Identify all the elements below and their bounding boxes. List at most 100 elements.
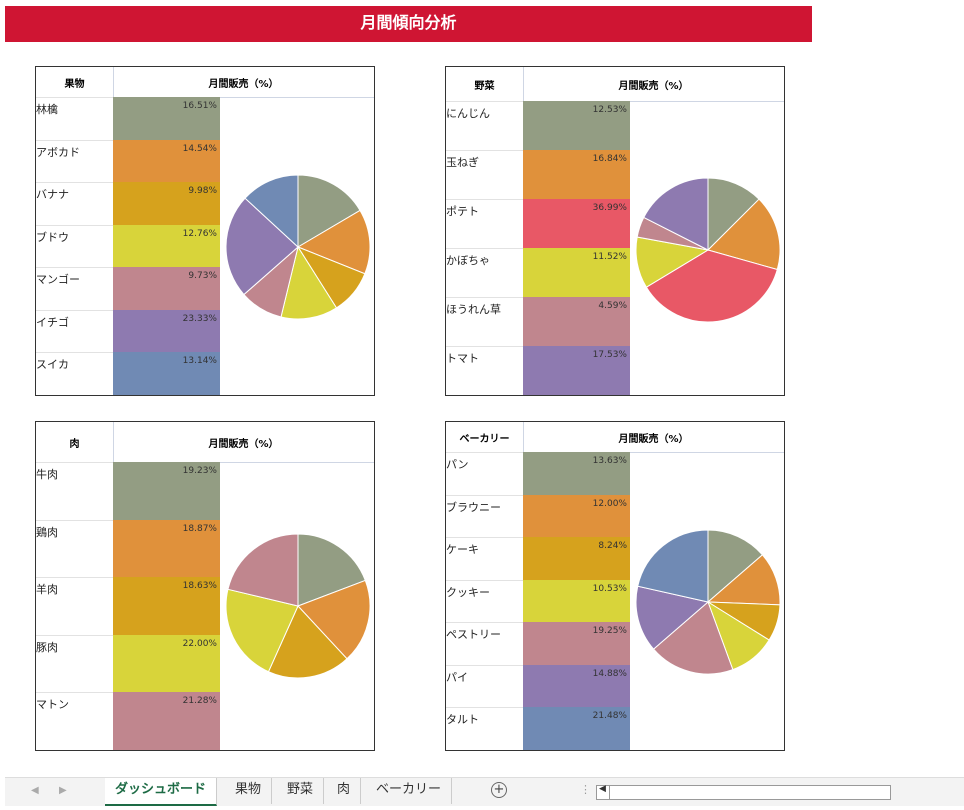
pie-slice bbox=[637, 529, 709, 603]
item-name: 牛肉 bbox=[36, 462, 113, 520]
sheet-tab[interactable]: ベーカリー bbox=[366, 778, 453, 804]
table-row: アボカド 14.54% bbox=[36, 139, 221, 183]
value-cell: 19.23% bbox=[113, 462, 220, 520]
pie-slice bbox=[267, 605, 348, 679]
item-name: タルト bbox=[446, 707, 523, 750]
table-row: ポテト 36.99% bbox=[446, 199, 631, 248]
value-cell: 18.63% bbox=[113, 577, 220, 635]
horizontal-scrollbar[interactable]: ◀ bbox=[596, 784, 891, 800]
table-row: ほうれん草 4.59% bbox=[446, 297, 631, 346]
scroll-tabs-left-icon[interactable]: ◀ bbox=[31, 785, 39, 796]
sheet-tab[interactable]: 果物 bbox=[225, 778, 273, 804]
pie-chart bbox=[635, 177, 781, 323]
value-cell: 14.88% bbox=[523, 664, 630, 708]
table-row: トマト 17.53% bbox=[446, 346, 631, 395]
table-row: タルト 21.48% bbox=[446, 707, 631, 750]
table-row: ペストリー 19.25% bbox=[446, 622, 631, 665]
item-name: ブラウニー bbox=[446, 494, 523, 538]
pie-chart bbox=[635, 529, 781, 675]
item-name: クッキー bbox=[446, 579, 523, 623]
table-row: ブラウニー 12.00% bbox=[446, 494, 631, 538]
category-panel-2: 肉 月間販売（%） 牛肉 19.23% 鶏肉 18.87% 羊肉 18.63% 豚肉 22.00%… bbox=[35, 421, 375, 751]
value-header: 月間販売（%） bbox=[208, 438, 279, 450]
value-cell: 13.63% bbox=[523, 452, 630, 495]
pie-slice bbox=[296, 209, 371, 275]
value-cell: 12.53% bbox=[523, 101, 630, 150]
value-cell: 9.73% bbox=[113, 267, 220, 310]
table-row: マンゴー 9.73% bbox=[36, 267, 221, 310]
item-name: かぼちゃ bbox=[446, 248, 523, 297]
pie-slice bbox=[643, 177, 709, 251]
table-row: 鶏肉 18.87% bbox=[36, 519, 221, 578]
item-name: ポテト bbox=[446, 199, 523, 248]
table-row: 豚肉 22.00% bbox=[36, 634, 221, 693]
tab-splitter-handle[interactable]: ⋮ bbox=[580, 783, 591, 796]
table-row: パイ 14.88% bbox=[446, 664, 631, 708]
pie-slice bbox=[225, 588, 299, 673]
panel-header: 野菜 月間販売（%） bbox=[446, 67, 784, 102]
table-row: 羊肉 18.63% bbox=[36, 577, 221, 635]
add-sheet-icon[interactable]: + bbox=[491, 782, 507, 798]
table-row: クッキー 10.53% bbox=[446, 579, 631, 623]
item-name: にんじん bbox=[446, 101, 523, 150]
value-cell: 36.99% bbox=[523, 199, 630, 248]
item-name: パン bbox=[446, 452, 523, 495]
pie-slice bbox=[707, 529, 764, 604]
item-name: スイカ bbox=[36, 352, 113, 395]
pie-slice bbox=[225, 197, 299, 296]
value-cell: 10.53% bbox=[523, 579, 630, 623]
value-cell: 13.14% bbox=[113, 352, 220, 395]
value-cell: 11.52% bbox=[523, 248, 630, 297]
pie-slice bbox=[707, 198, 781, 271]
value-cell: 21.48% bbox=[523, 707, 630, 750]
table-row: 玉ねぎ 16.84% bbox=[446, 150, 631, 199]
item-name: トマト bbox=[446, 346, 523, 395]
value-cell: 14.54% bbox=[113, 139, 220, 183]
value-cell: 22.00% bbox=[113, 634, 220, 693]
panel-header: ベーカリー 月間販売（%） bbox=[446, 422, 784, 453]
value-cell: 17.53% bbox=[523, 346, 630, 395]
value-cell: 21.28% bbox=[113, 692, 220, 750]
category-panel-1: 野菜 月間販売（%） にんじん 12.53% 玉ねぎ 16.84% ポテト 36.99% かぼち… bbox=[445, 66, 785, 396]
table-row: バナナ 9.98% bbox=[36, 182, 221, 225]
pie-slice bbox=[297, 533, 366, 607]
table-row: パン 13.63% bbox=[446, 452, 631, 495]
table-row: マトン 21.28% bbox=[36, 692, 221, 750]
item-name: 林檎 bbox=[36, 97, 113, 140]
scroll-left-icon[interactable]: ◀ bbox=[599, 784, 606, 794]
panel-header: 果物 月間販売（%） bbox=[36, 67, 374, 98]
pie-slice bbox=[707, 177, 760, 252]
pie-slice bbox=[297, 174, 361, 248]
value-cell: 12.76% bbox=[113, 224, 220, 268]
value-cell: 23.33% bbox=[113, 309, 220, 353]
value-header: 月間販売（%） bbox=[618, 433, 689, 445]
table-row: 林檎 16.51% bbox=[36, 97, 221, 140]
category-header: 果物 bbox=[36, 67, 114, 97]
item-name: 羊肉 bbox=[36, 577, 113, 635]
pie-chart bbox=[225, 533, 371, 679]
category-panel-0: 果物 月間販売（%） 林檎 16.51% アボカド 14.54% バナナ 9.98% ブドウ 12… bbox=[35, 66, 375, 396]
sheet-tab[interactable]: ダッシュボード bbox=[105, 778, 218, 806]
value-cell: 9.98% bbox=[113, 182, 220, 225]
dashboard-title: 月間傾向分析 bbox=[5, 6, 812, 42]
item-name: ほうれん草 bbox=[446, 297, 523, 346]
pie-chart bbox=[225, 174, 371, 320]
scroll-tabs-right-icon[interactable]: ▶ bbox=[59, 785, 67, 796]
value-cell: 18.87% bbox=[113, 519, 220, 578]
item-name: 玉ねぎ bbox=[446, 150, 523, 199]
item-name: ペストリー bbox=[446, 622, 523, 665]
sheet-tab-bar: ◀ ▶ ダッシュボード 果物 野菜肉ベーカリー + ⋮ ◀ bbox=[5, 777, 964, 806]
sheet-tab[interactable]: 肉 bbox=[327, 778, 362, 804]
table-row: スイカ 13.14% bbox=[36, 352, 221, 395]
category-header: 肉 bbox=[36, 422, 114, 462]
item-name: バナナ bbox=[36, 182, 113, 225]
pie-slice bbox=[227, 533, 299, 607]
pie-slice bbox=[244, 174, 299, 249]
value-cell: 16.84% bbox=[523, 150, 630, 199]
item-name: ブドウ bbox=[36, 224, 113, 268]
sheet-tab[interactable]: 野菜 bbox=[277, 778, 325, 804]
item-name: イチゴ bbox=[36, 309, 113, 353]
panel-header: 肉 月間販売（%） bbox=[36, 422, 374, 463]
item-name: パイ bbox=[446, 664, 523, 708]
category-panel-3: ベーカリー 月間販売（%） パン 13.63% ブラウニー 12.00% ケーキ 8.24% ク… bbox=[445, 421, 785, 751]
